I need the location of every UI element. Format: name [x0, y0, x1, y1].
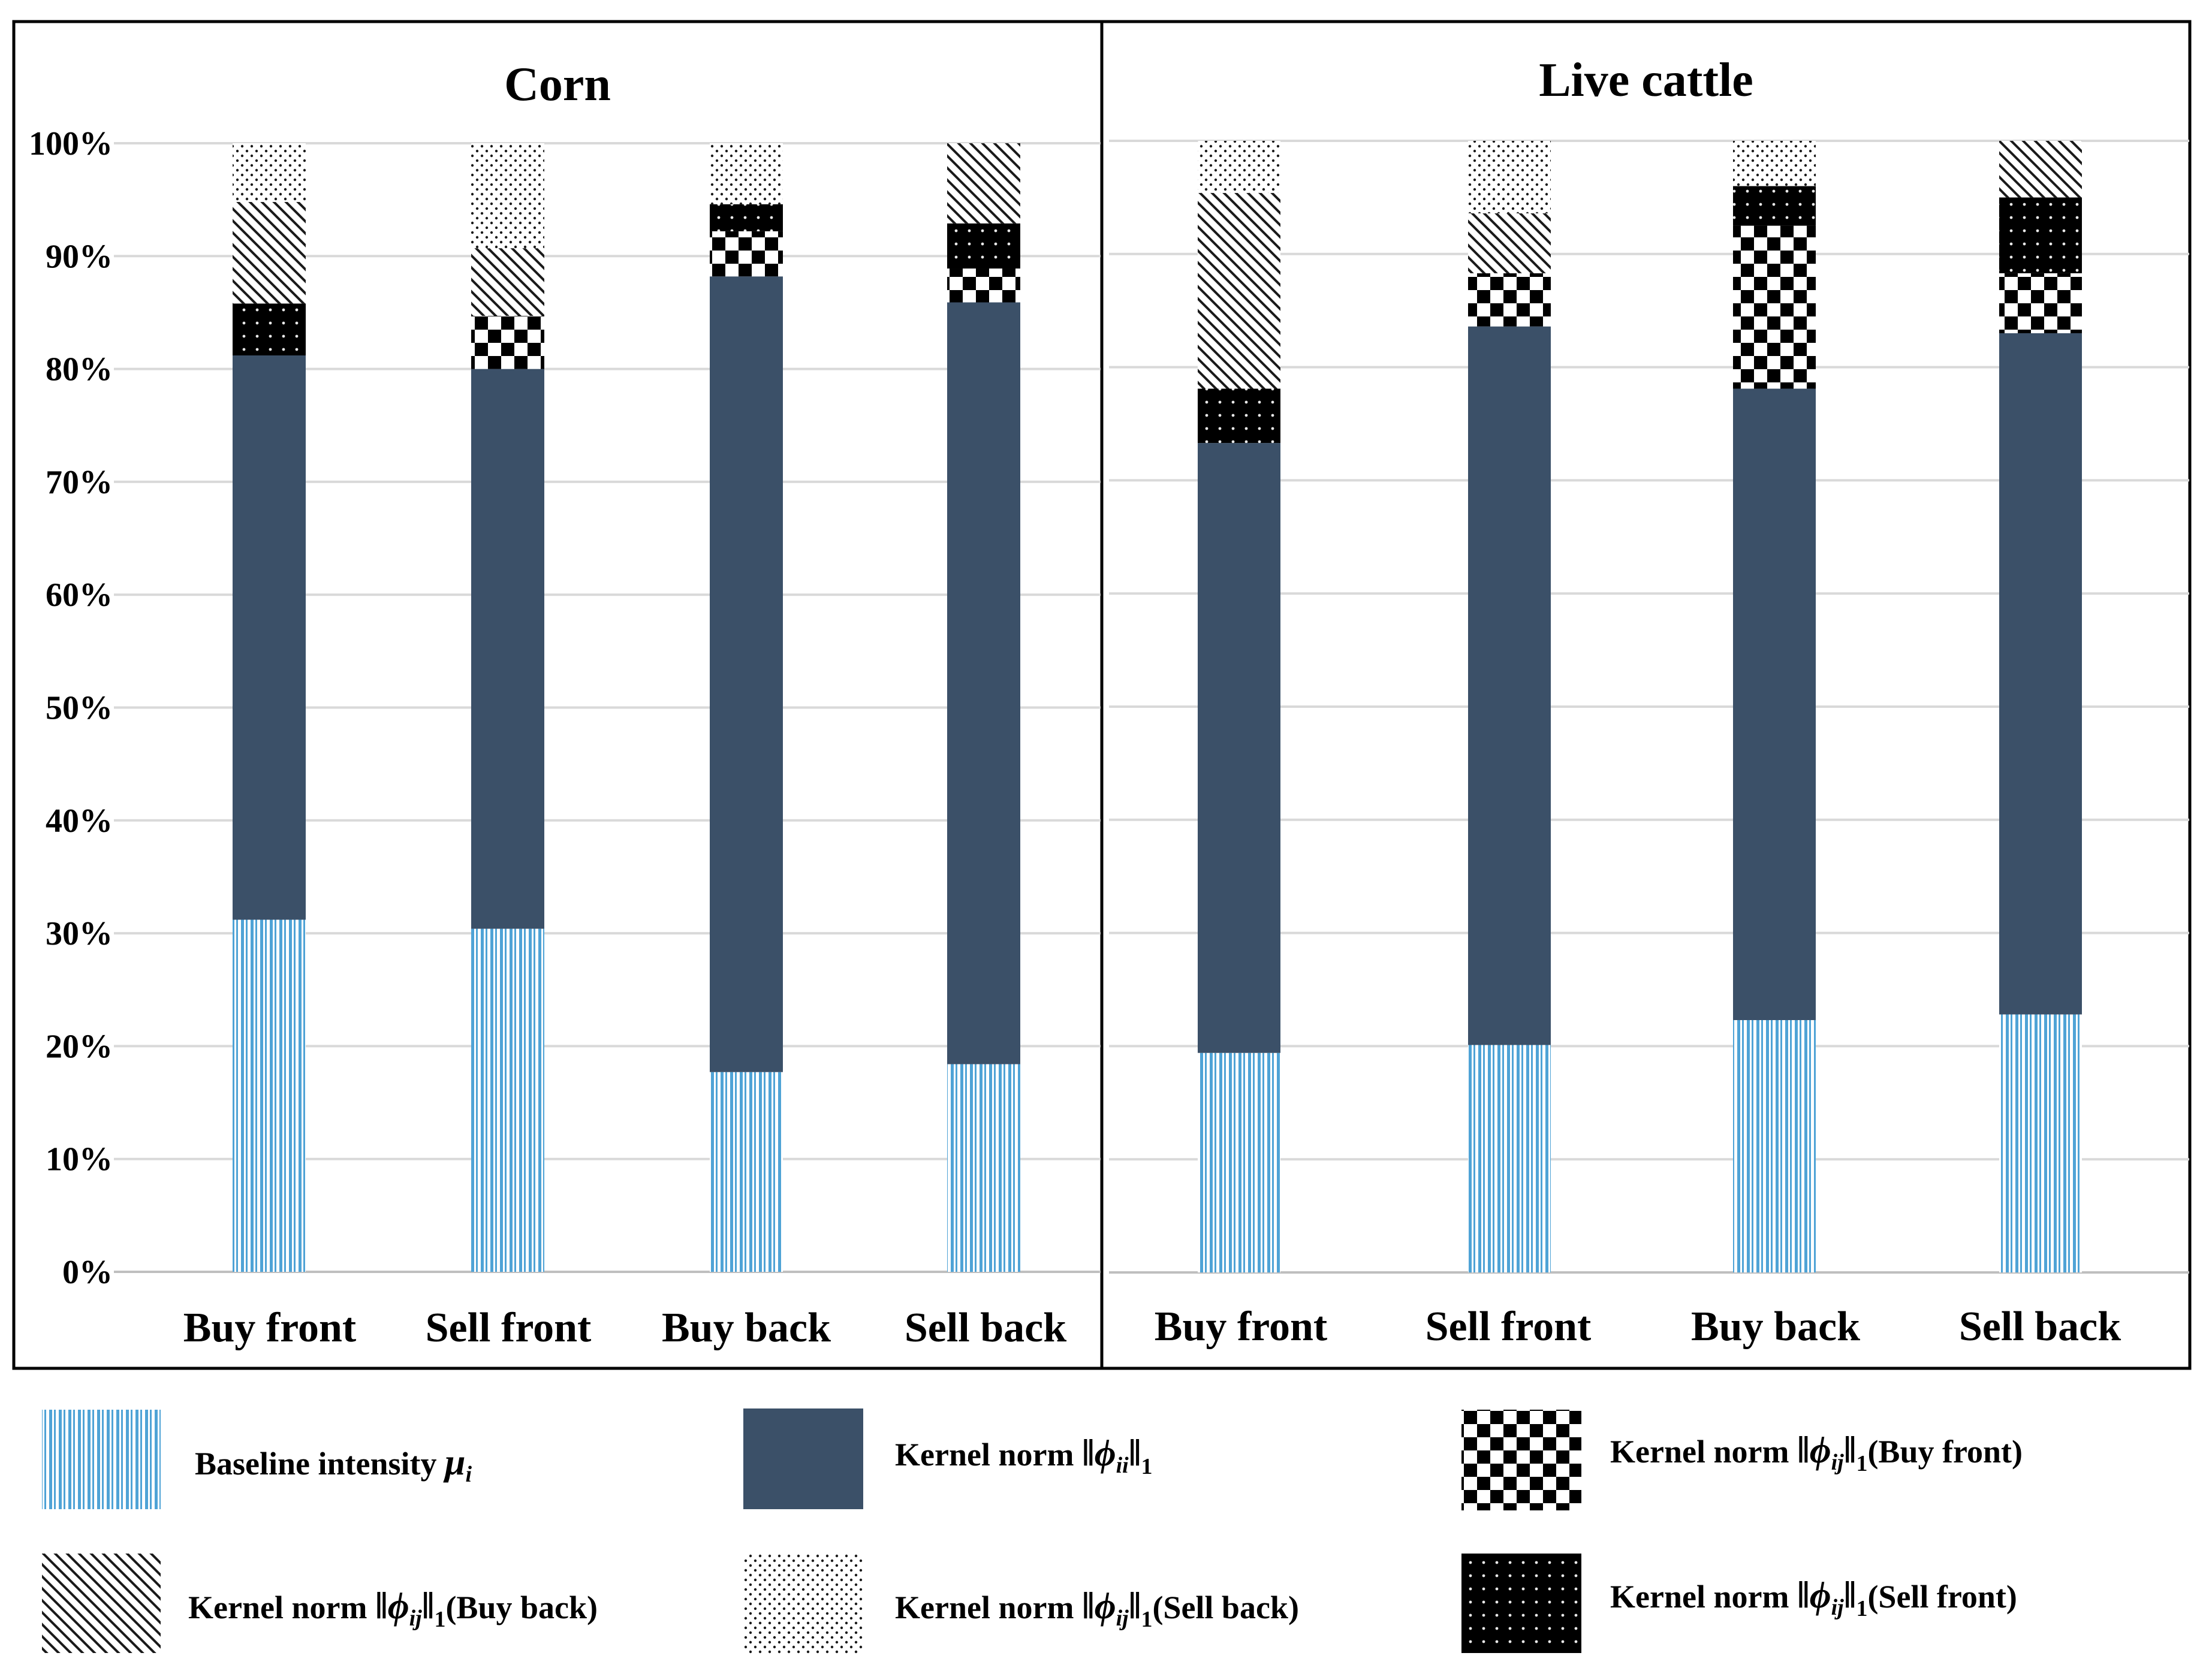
corn-category-label: Buy front [183, 1305, 356, 1351]
corn-bar-buy-back-sellfront [710, 204, 783, 231]
corn-y-tick-label: 10% [46, 1141, 113, 1178]
corn-bars [233, 143, 1020, 1272]
corn-bar-buy-back-self [710, 276, 783, 1072]
cattle-bar-sell-front-buyfront [1468, 273, 1551, 327]
legend: Baseline intensity μi Kernel norm ‖ϕii‖1 K… [42, 1408, 2023, 1654]
cattle-bar-buy-back-sellfront [1733, 186, 1816, 226]
legend-sellback-label: Kernel norm ‖ϕij‖1(Sell back) [895, 1584, 1299, 1632]
legend-buyback-label: Kernel norm ‖ϕij‖1(Buy back) [188, 1584, 598, 1632]
corn-category-label: Buy back [662, 1305, 831, 1351]
cattle-bar-sell-front-baseline [1468, 1045, 1551, 1272]
corn-y-tick-label: 50% [46, 690, 113, 727]
corn-bar-sell-front-buyback [471, 248, 544, 316]
cattle-bar-buy-front-sellfront [1198, 388, 1280, 444]
cattle-bar-sell-back-self [1999, 333, 2082, 1015]
live-cattle-bars [1198, 141, 2082, 1272]
cattle-bar-sell-back-sellfront [1999, 197, 2082, 273]
cattle-category-label: Buy back [1691, 1304, 1860, 1350]
legend-buyfront-label: Kernel norm ‖ϕij‖1(Buy front) [1610, 1428, 2023, 1476]
corn-y-tick-label: 80% [46, 351, 113, 388]
legend-self-swatch [743, 1408, 863, 1509]
cattle-category-label: Buy front [1155, 1304, 1327, 1350]
corn-category-label: Sell front [426, 1305, 592, 1351]
cattle-bar-sell-back-buyfront [1999, 273, 2082, 333]
legend-sellfront-swatch [1461, 1554, 1581, 1653]
cattle-bar-buy-front-buyback [1198, 192, 1280, 389]
legend-self-label: Kernel norm ‖ϕii‖1 [895, 1431, 1152, 1479]
corn-y-tick-label: 100% [29, 125, 113, 162]
corn-bar-buy-back-buyfront [710, 231, 783, 277]
legend-baseline-swatch [42, 1410, 161, 1509]
corn-y-tick-label: 0% [62, 1254, 113, 1291]
cattle-bar-buy-back-sellback [1733, 141, 1816, 186]
corn-panel-frame [12, 20, 1104, 1370]
cattle-bar-sell-back-baseline [1999, 1014, 2082, 1272]
cattle-bar-buy-front-self [1198, 443, 1280, 1053]
corn-y-tick-label: 90% [46, 238, 113, 275]
corn-category-label: Sell back [905, 1305, 1066, 1351]
corn-y-tick-label: 60% [46, 577, 113, 614]
cattle-category-label: Sell front [1426, 1304, 1592, 1350]
legend-sellfront-label: Kernel norm ‖ϕij‖1(Sell front) [1610, 1573, 2017, 1621]
cattle-bar-buy-back-buyfront [1733, 225, 1816, 389]
cattle-bar-buy-front-baseline [1198, 1052, 1280, 1272]
live-cattle-title: Live cattle [1539, 54, 1753, 107]
cattle-category-label: Sell back [1959, 1304, 2121, 1350]
cattle-bar-buy-front-sellback [1198, 141, 1280, 193]
legend-buyback-swatch [42, 1554, 161, 1653]
corn-bar-buy-back-sellback [710, 143, 783, 204]
live-cattle-panel-frame [1100, 20, 2192, 1370]
corn-bar-sell-back-baseline [947, 1064, 1020, 1272]
corn-y-tick-label: 40% [46, 803, 113, 840]
cattle-bar-buy-back-self [1733, 388, 1816, 1020]
corn-bar-sell-back-buyback [947, 143, 1020, 224]
corn-bar-sell-front-sellback [471, 143, 544, 249]
corn-bar-sell-front-self [471, 369, 544, 929]
corn-title: Corn [504, 58, 611, 111]
cattle-bar-sell-front-sellback [1468, 141, 1551, 213]
corn-bar-buy-front-baseline [233, 919, 306, 1272]
corn-bar-sell-back-sellfront [947, 223, 1020, 269]
corn-bar-sell-back-buyfront [947, 269, 1020, 303]
live-cattle-category-labels: Buy front Sell front Buy back Sell back [1155, 1304, 2121, 1350]
corn-y-tick-label: 70% [46, 464, 113, 501]
corn-bar-buy-front-sellback [233, 143, 306, 202]
cattle-bar-sell-back-buyback [1999, 141, 2082, 198]
cattle-bar-sell-front-buyback [1468, 213, 1551, 273]
legend-sellback-swatch [743, 1554, 863, 1654]
corn-y-tick-label: 30% [46, 915, 113, 952]
corn-bar-buy-front-self [233, 355, 306, 920]
corn-y-tick-labels: 0% 10% 20% 30% 40% 50% 60% 70% 80% 90% 100% [29, 125, 113, 1291]
corn-category-labels: Buy front Sell front Buy back Sell back [183, 1305, 1066, 1351]
corn-bar-sell-back-self [947, 302, 1020, 1064]
corn-bar-buy-back-baseline [710, 1072, 783, 1272]
cattle-bar-sell-front-self [1468, 326, 1551, 1045]
corn-bar-buy-front-sellfront [233, 303, 306, 356]
corn-bar-sell-front-buyfront [471, 316, 544, 369]
corn-bar-sell-front-baseline [471, 928, 544, 1272]
corn-y-tick-label: 20% [46, 1028, 113, 1065]
legend-buyfront-swatch [1461, 1410, 1581, 1510]
corn-bar-buy-front-buyback [233, 201, 306, 304]
cattle-bar-buy-back-baseline [1733, 1020, 1816, 1272]
legend-baseline-label: Baseline intensity μi [195, 1442, 472, 1487]
